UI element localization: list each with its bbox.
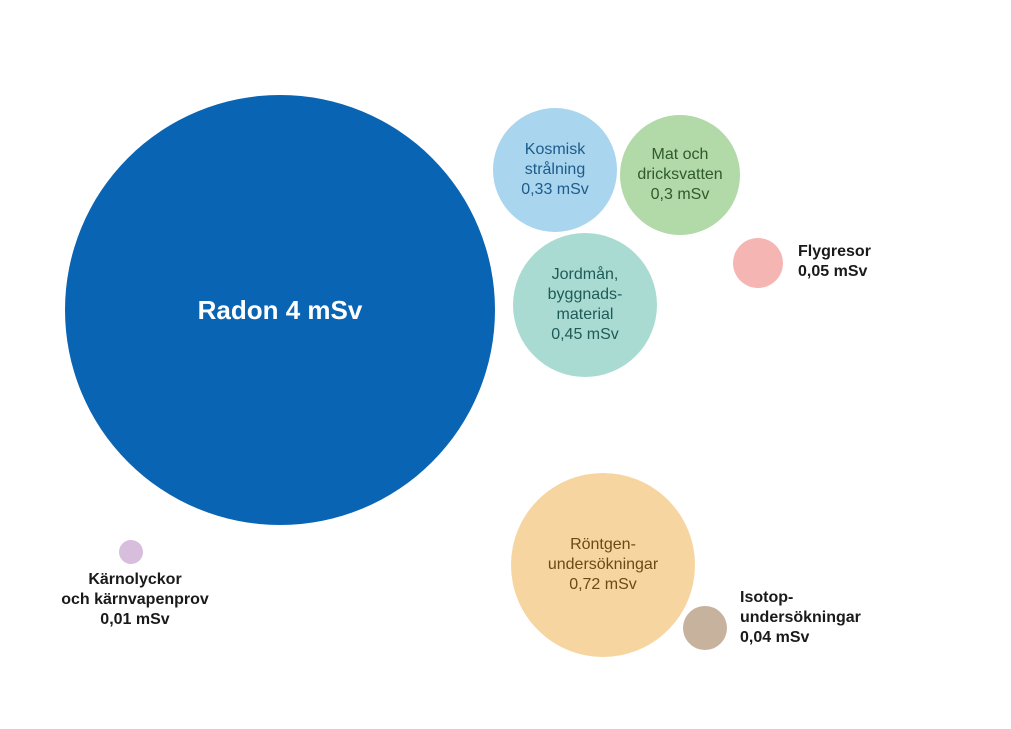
bubble-nuclear-label: Kärnolyckor och kärnvapenprov 0,01 mSv bbox=[55, 570, 215, 630]
bubble-nuclear bbox=[119, 540, 143, 564]
bubble-flights bbox=[733, 238, 783, 288]
bubble-radon: Radon 4 mSv bbox=[65, 95, 495, 525]
bubble-xray-label: Röntgen- undersökningar 0,72 mSv bbox=[544, 531, 662, 599]
bubble-xray: Röntgen- undersökningar 0,72 mSv bbox=[511, 473, 695, 657]
bubble-food-label: Mat och dricksvatten 0,3 mSv bbox=[633, 141, 726, 209]
bubble-cosmic: Kosmisk strålning 0,33 mSv bbox=[493, 108, 617, 232]
bubble-isotope-label: Isotop- undersökningar 0,04 mSv bbox=[740, 588, 861, 648]
bubble-cosmic-label: Kosmisk strålning 0,33 mSv bbox=[517, 136, 593, 204]
bubble-isotope bbox=[683, 606, 727, 650]
bubble-food: Mat och dricksvatten 0,3 mSv bbox=[620, 115, 740, 235]
radiation-bubble-chart: Radon 4 mSv Kosmisk strålning 0,33 mSv Mat… bbox=[0, 0, 1011, 729]
bubble-soil: Jordmån, byggnads- material 0,45 mSv bbox=[513, 233, 657, 377]
bubble-soil-label: Jordmån, byggnads- material 0,45 mSv bbox=[544, 261, 627, 349]
bubble-radon-label: Radon 4 mSv bbox=[194, 290, 367, 331]
bubble-flights-label: Flygresor 0,05 mSv bbox=[798, 242, 871, 282]
